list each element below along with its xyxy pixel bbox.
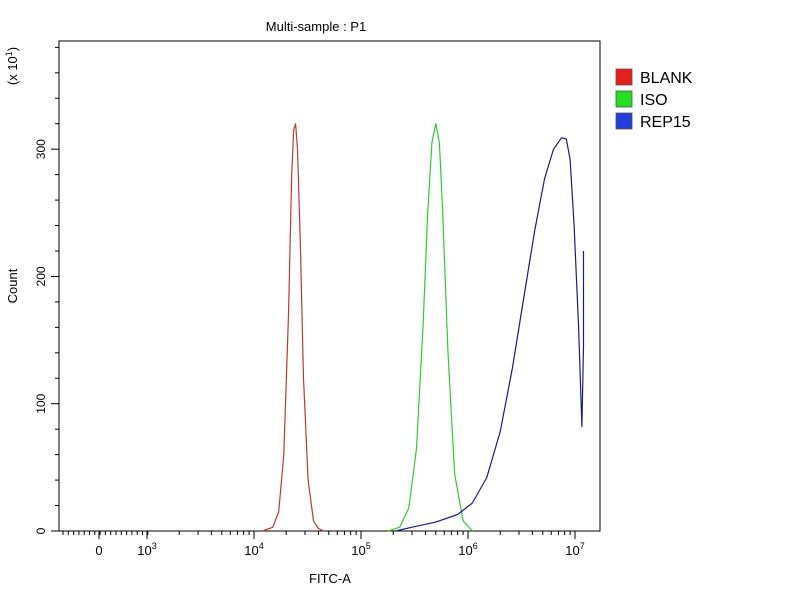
series-line-iso	[388, 123, 473, 532]
y-axis: 0 100 200 300	[34, 46, 59, 534]
legend-label-iso: ISO	[640, 92, 668, 109]
x-tick-label: 103	[137, 541, 156, 558]
y-multiplier-close: )	[5, 47, 20, 51]
legend-swatch-blank	[615, 68, 633, 86]
legend: BLANK ISO REP15	[615, 68, 693, 131]
x-tick-label: 107	[565, 541, 584, 558]
y-tick-label: 200	[34, 266, 48, 286]
series-line-blank	[262, 123, 325, 532]
y-tick-label: 0	[34, 527, 48, 534]
x-axis: 0 103 104 105 106 107	[62, 531, 585, 558]
x-tick-label: 104	[244, 541, 263, 558]
y-multiplier-base: (x 10	[5, 56, 20, 85]
legend-swatch-rep15	[615, 112, 633, 130]
y-axis-label: Count	[5, 268, 20, 303]
legend-label-blank: BLANK	[640, 70, 693, 87]
y-tick-label: 100	[34, 393, 48, 413]
legend-swatch-iso	[615, 90, 633, 108]
x-tick-label: 0	[95, 543, 102, 558]
x-tick-label: 106	[458, 541, 477, 558]
legend-label-rep15: REP15	[640, 114, 691, 131]
plot-frame	[58, 40, 601, 532]
series-layer	[262, 123, 585, 532]
x-tick-label: 105	[351, 541, 370, 558]
y-multiplier-label: (x 101)	[4, 47, 20, 85]
x-axis-label: FITC-A	[309, 571, 351, 586]
y-tick-label: 300	[34, 139, 48, 159]
series-line-rep15	[395, 137, 585, 532]
chart-title: Multi-sample : P1	[266, 19, 366, 34]
y-multiplier-exponent: 1	[4, 51, 14, 56]
